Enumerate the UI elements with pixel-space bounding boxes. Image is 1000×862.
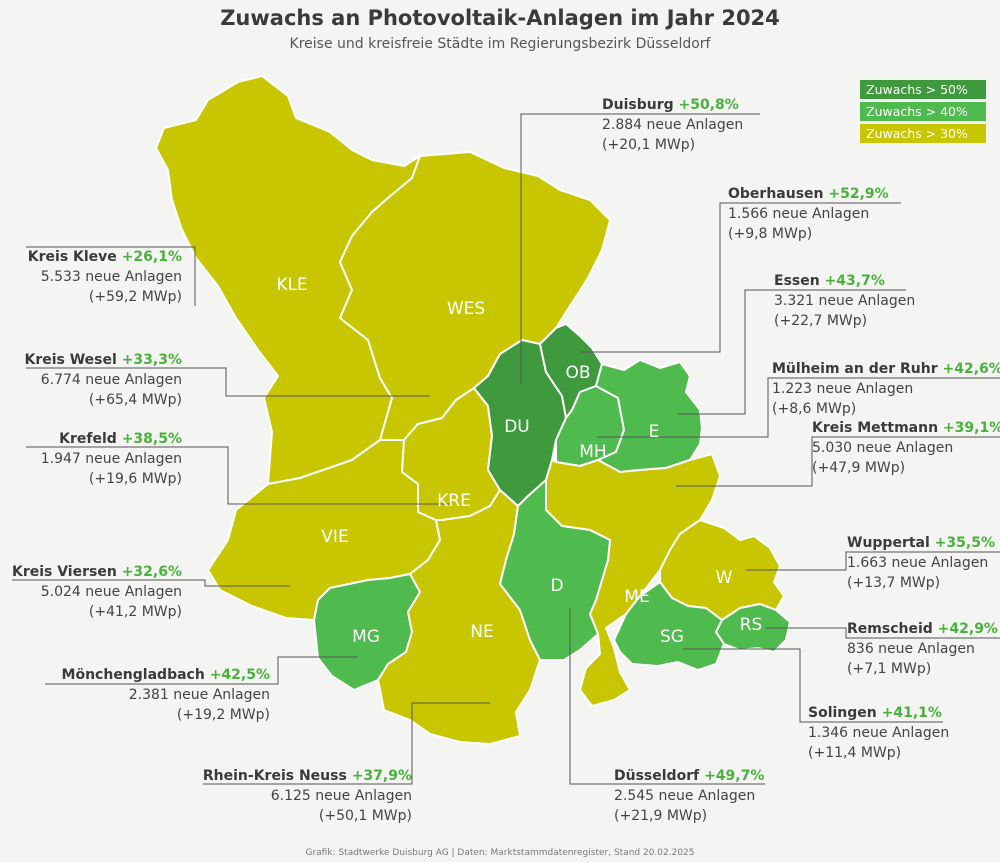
label-du: Duisburg +50,8% 2.884 neue Anlagen (+20,… [602, 95, 743, 155]
label-name: Krefeld +38,5% [59, 431, 182, 447]
legend-item-gt50: Zuwachs > 50% [860, 80, 986, 99]
label-mwp: (+41,2 MWp) [88, 604, 182, 620]
label-mwp: (+19,6 MWp) [88, 471, 182, 487]
label-mwp: (+47,9 MWp) [812, 460, 906, 476]
region-sg[interactable] [613, 581, 725, 671]
label-ne: Rhein-Kreis Neuss +37,9% 6.125 neue Anla… [203, 766, 412, 826]
label-mwp: (+13,7 MWp) [847, 575, 941, 591]
region-abbreviations: KLE WES KRE VIE MG NE DU OB MH E ME D W … [276, 275, 762, 647]
abbr-du: DU [504, 417, 530, 437]
label-anlagen: 5.030 neue Anlagen [812, 440, 954, 456]
label-name: Rhein-Kreis Neuss +37,9% [202, 768, 412, 784]
abbr-mg: MG [352, 627, 380, 647]
label-anlagen: 1.223 neue Anlagen [772, 381, 914, 397]
legend-item-gt40: Zuwachs > 40% [860, 102, 986, 121]
label-d: Düsseldorf +49,7% 2.545 neue Anlagen (+2… [614, 766, 764, 826]
label-anlagen: 5.533 neue Anlagen [40, 269, 182, 285]
label-name: Mülheim an der Ruhr +42,6% [772, 361, 1000, 377]
leader-lines [12, 113, 1000, 785]
label-name: Kreis Kleve +26,1% [27, 249, 182, 265]
label-anlagen: 1.566 neue Anlagen [728, 206, 870, 222]
label-rs: Remscheid +42,9% 836 neue Anlagen (+7,1 … [847, 619, 998, 679]
label-ob: Oberhausen +52,9% 1.566 neue Anlagen (+9… [728, 184, 889, 244]
label-name: Düsseldorf +49,7% [614, 768, 765, 784]
label-anlagen: 2.545 neue Anlagen [614, 788, 756, 804]
label-mwp: (+9,8 MWp) [728, 226, 813, 242]
region-e[interactable] [595, 359, 703, 473]
label-mwp: (+19,2 MWp) [176, 707, 270, 723]
label-sg: Solingen +41,1% 1.346 neue Anlagen (+11,… [808, 703, 949, 763]
abbr-me: ME [624, 587, 649, 607]
label-anlagen: 2.381 neue Anlagen [128, 687, 270, 703]
abbr-mh: MH [579, 442, 606, 462]
region-d[interactable] [499, 479, 611, 661]
abbr-d: D [550, 576, 563, 596]
abbr-kre: KRE [437, 491, 471, 511]
label-mwp: (+21,9 MWp) [614, 808, 708, 824]
label-mh: Mülheim an der Ruhr +42,6% 1.223 neue An… [772, 359, 1000, 419]
label-mwp: (+59,2 MWp) [88, 289, 182, 305]
legend-item-gt30: Zuwachs > 30% [860, 124, 986, 143]
label-mwp: (+65,4 MWp) [88, 392, 182, 408]
label-anlagen: 1.947 neue Anlagen [40, 451, 182, 467]
label-mg: Mönchengladbach +42,5% 2.381 neue Anlage… [62, 665, 270, 725]
label-anlagen: 836 neue Anlagen [847, 641, 975, 657]
label-name: Kreis Viersen +32,6% [11, 564, 182, 580]
abbr-w: W [716, 568, 733, 588]
label-mwp: (+22,7 MWp) [774, 313, 868, 329]
label-anlagen: 5.024 neue Anlagen [40, 584, 182, 600]
label-name: Wuppertal +35,5% [847, 535, 995, 551]
label-name: Kreis Wesel +33,3% [24, 352, 182, 368]
label-kle: Kreis Kleve +26,1% 5.533 neue Anlagen (+… [28, 247, 182, 307]
label-name: Solingen +41,1% [808, 705, 942, 721]
label-anlagen: 2.884 neue Anlagen [602, 117, 744, 133]
page-title: Zuwachs an Photovoltaik-Anlagen im Jahr … [220, 6, 780, 30]
label-name: Remscheid +42,9% [847, 621, 998, 637]
label-mwp: (+50,1 MWp) [318, 808, 412, 824]
abbr-e: E [649, 422, 660, 442]
abbr-ob: OB [565, 363, 590, 383]
abbr-kle: KLE [276, 275, 307, 295]
page-subtitle: Kreise und kreisfreie Städte im Regierun… [289, 36, 711, 52]
abbr-rs: RS [740, 615, 763, 635]
label-e: Essen +43,7% 3.321 neue Anlagen (+22,7 M… [774, 271, 915, 331]
label-name: Essen +43,7% [774, 273, 885, 289]
label-name: Mönchengladbach +42,5% [61, 667, 270, 683]
label-vie: Kreis Viersen +32,6% 5.024 neue Anlagen … [12, 562, 182, 622]
label-anlagen: 1.346 neue Anlagen [808, 725, 950, 741]
label-anlagen: 6.774 neue Anlagen [40, 372, 182, 388]
label-anlagen: 1.663 neue Anlagen [847, 555, 989, 571]
label-anlagen: 3.321 neue Anlagen [774, 293, 916, 309]
label-mwp: (+7,1 MWp) [847, 661, 932, 677]
abbr-vie: VIE [321, 527, 348, 547]
label-mwp: (+20,1 MWp) [602, 137, 696, 153]
label-wes: Kreis Wesel +33,3% 6.774 neue Anlagen (+… [24, 350, 182, 410]
label-mwp: (+11,4 MWp) [808, 745, 902, 761]
label-w: Wuppertal +35,5% 1.663 neue Anlagen (+13… [847, 533, 995, 593]
label-name: Duisburg +50,8% [602, 97, 739, 113]
abbr-wes: WES [447, 299, 485, 319]
label-name: Oberhausen +52,9% [728, 186, 889, 202]
credit-line: Grafik: Stadtwerke Duisburg AG | Daten: … [305, 848, 695, 858]
abbr-sg: SG [660, 627, 684, 647]
legend: Zuwachs > 50% Zuwachs > 40% Zuwachs > 30… [860, 80, 986, 146]
label-mwp: (+8,6 MWp) [772, 401, 857, 417]
label-me: Kreis Mettmann +39,1% 5.030 neue Anlagen… [812, 418, 1000, 478]
label-kre: Krefeld +38,5% 1.947 neue Anlagen (+19,6… [41, 429, 182, 489]
abbr-ne: NE [470, 622, 493, 642]
label-anlagen: 6.125 neue Anlagen [270, 788, 412, 804]
label-name: Kreis Mettmann +39,1% [812, 420, 1000, 436]
